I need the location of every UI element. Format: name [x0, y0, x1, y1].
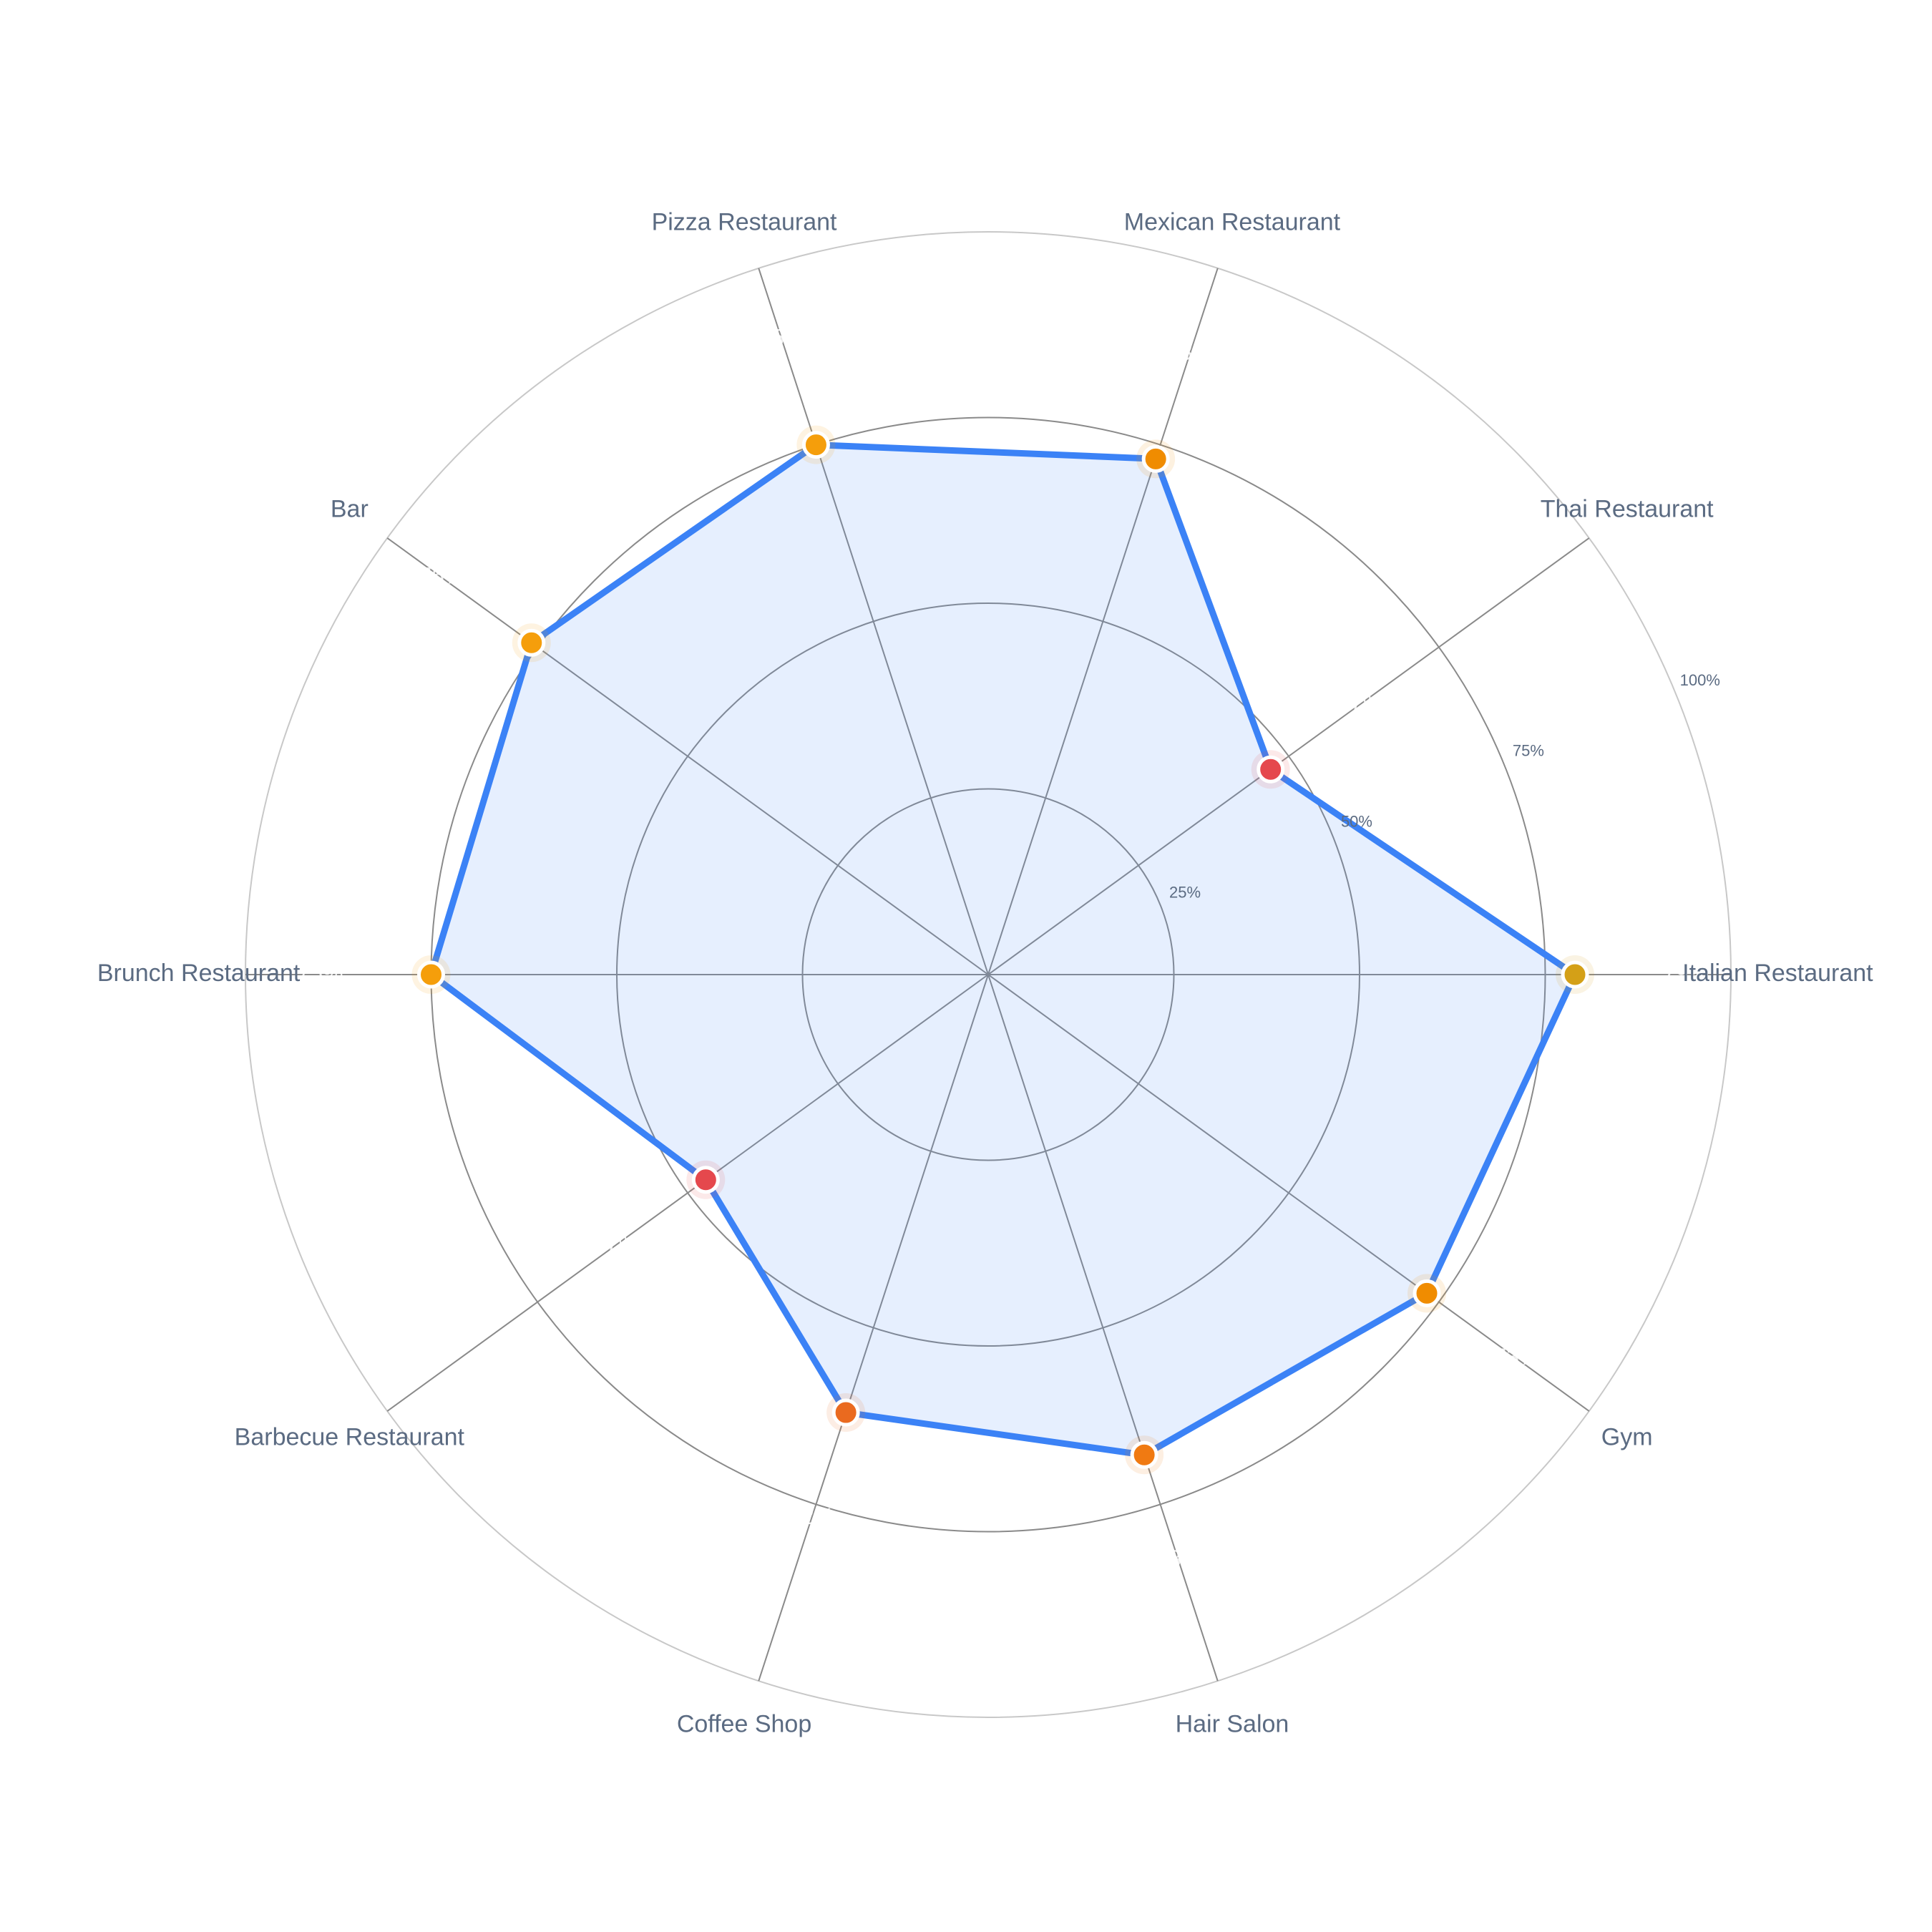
spoke	[386, 974, 989, 1412]
value-label: 79%	[1663, 960, 1709, 985]
spoke	[758, 268, 989, 975]
marker	[1561, 960, 1589, 989]
value-label: 73%	[1167, 338, 1213, 364]
spoke	[386, 537, 989, 975]
category-label: Gym	[1601, 1424, 1653, 1451]
value-label: 76%	[419, 563, 464, 589]
category-label: Brunch Restaurant	[97, 960, 301, 987]
category-label: Pizza Restaurant	[652, 209, 837, 236]
category-label: Italian Restaurant	[1682, 960, 1873, 987]
marker	[1257, 755, 1285, 784]
marker	[1141, 444, 1170, 473]
r-tick-label: 100%	[1680, 671, 1720, 689]
marker	[417, 960, 445, 989]
r-tick-label: 75%	[1513, 742, 1544, 760]
marker	[1413, 1279, 1441, 1307]
marker	[517, 628, 546, 657]
category-label: Hair Salon	[1176, 1710, 1289, 1737]
value-label: 62%	[789, 1503, 834, 1529]
value-label: 47%	[1337, 690, 1383, 716]
category-label: Bar	[331, 495, 369, 522]
category-label: Coffee Shop	[677, 1710, 811, 1737]
category-label: Barbecue Restaurant	[235, 1424, 465, 1451]
spoke	[758, 974, 989, 1682]
spoke	[987, 537, 1590, 975]
spoke	[987, 974, 1590, 1412]
radar-area	[428, 441, 1579, 1458]
value-label: 75%	[759, 325, 805, 351]
r-tick-label: 50%	[1341, 813, 1372, 831]
spoke	[987, 974, 1219, 1682]
value-label: 73%	[1493, 1344, 1539, 1370]
value-label: 75%	[297, 960, 343, 985]
marker	[1130, 1440, 1158, 1469]
r-tick-label: 25%	[1169, 883, 1201, 901]
category-label: Mexican Restaurant	[1124, 209, 1341, 236]
spoke	[987, 268, 1219, 975]
marker	[691, 1166, 720, 1194]
value-label: 47%	[593, 1230, 639, 1256]
marker	[831, 1398, 860, 1427]
marker	[801, 431, 830, 459]
value-label: 68%	[1156, 1546, 1201, 1571]
category-label: Thai Restaurant	[1541, 495, 1714, 522]
